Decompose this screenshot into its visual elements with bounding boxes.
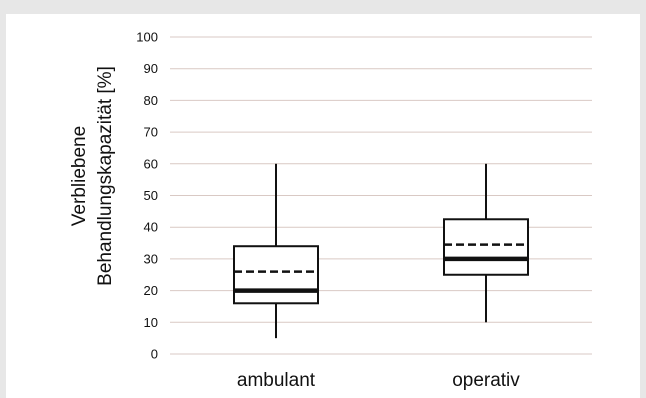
- y-tick-label-80: 80: [144, 93, 158, 108]
- iqr-box-ambulant: [233, 245, 319, 305]
- y-tick-label-30: 30: [144, 251, 158, 266]
- y-tick-label-50: 50: [144, 188, 158, 203]
- y-tick-label-20: 20: [144, 283, 158, 298]
- category-labels: ambulant operativ: [237, 370, 520, 391]
- boxes-layer: [233, 163, 529, 339]
- y-tick-label-60: 60: [144, 156, 158, 171]
- box-operativ: [443, 163, 529, 323]
- y-tick-label-40: 40: [144, 220, 158, 235]
- box-ambulant: [233, 163, 319, 339]
- category-label-operativ: operativ: [452, 370, 520, 391]
- y-tick-label-100: 100: [136, 30, 158, 45]
- y-axis-title-line-2: Behandlungskapazität [%]: [95, 66, 116, 286]
- y-tick-labels: 0 10 20 30 40 50 60 70 80 90 100: [136, 30, 158, 362]
- y-tick-label-10: 10: [144, 315, 158, 330]
- iqr-box-operativ: [443, 218, 529, 276]
- figure-panel: 0 10 20 30 40 50 60 70 80 90 100 ambulant operativ …: [6, 14, 640, 398]
- y-axis-title-line-1: Verbliebene: [69, 126, 90, 226]
- y-tick-label-0: 0: [151, 347, 158, 362]
- grid-layer: [170, 36, 592, 355]
- y-tick-label-90: 90: [144, 61, 158, 76]
- y-tick-label-70: 70: [144, 125, 158, 140]
- category-label-ambulant: ambulant: [237, 370, 316, 391]
